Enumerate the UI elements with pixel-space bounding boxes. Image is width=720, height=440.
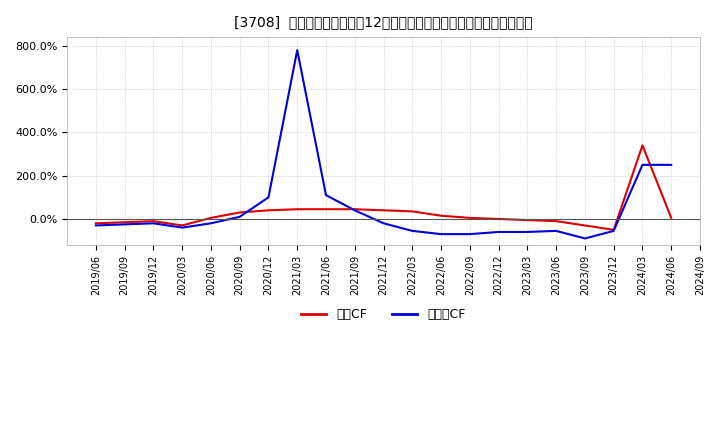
- 営業CF: [322, 207, 330, 212]
- 営業CF: [552, 219, 560, 224]
- 営業CF: [580, 223, 589, 228]
- フリーCF: [379, 221, 388, 226]
- フリーCF: [667, 162, 675, 168]
- 営業CF: [379, 208, 388, 213]
- 営業CF: [149, 219, 158, 224]
- 営業CF: [120, 220, 129, 225]
- 営業CF: [264, 208, 273, 213]
- 営業CF: [235, 210, 244, 215]
- フリーCF: [466, 231, 474, 237]
- フリーCF: [638, 162, 647, 168]
- Title: [3708]  キャッシュフローの12か月移動合計の対前年同期増減率の推移: [3708] キャッシュフローの12か月移動合計の対前年同期増減率の推移: [234, 15, 533, 29]
- 営業CF: [207, 215, 215, 220]
- フリーCF: [523, 229, 531, 235]
- フリーCF: [408, 228, 417, 234]
- 営業CF: [609, 227, 618, 232]
- フリーCF: [178, 225, 186, 230]
- 営業CF: [91, 221, 100, 226]
- フリーCF: [207, 221, 215, 226]
- 営業CF: [408, 209, 417, 214]
- フリーCF: [351, 208, 359, 213]
- フリーCF: [149, 221, 158, 226]
- 営業CF: [523, 217, 531, 223]
- フリーCF: [322, 193, 330, 198]
- フリーCF: [495, 229, 503, 235]
- Line: 営業CF: 営業CF: [96, 145, 671, 230]
- フリーCF: [264, 194, 273, 200]
- Legend: 営業CF, フリーCF: 営業CF, フリーCF: [297, 303, 471, 326]
- 営業CF: [638, 143, 647, 148]
- フリーCF: [235, 214, 244, 220]
- フリーCF: [437, 231, 446, 237]
- フリーCF: [91, 223, 100, 228]
- フリーCF: [552, 228, 560, 234]
- 営業CF: [495, 216, 503, 222]
- Line: フリーCF: フリーCF: [96, 50, 671, 238]
- フリーCF: [609, 228, 618, 234]
- 営業CF: [351, 207, 359, 212]
- 営業CF: [466, 215, 474, 220]
- フリーCF: [120, 222, 129, 227]
- フリーCF: [293, 48, 302, 53]
- 営業CF: [667, 215, 675, 220]
- 営業CF: [293, 207, 302, 212]
- フリーCF: [580, 236, 589, 241]
- 営業CF: [178, 223, 186, 228]
- 営業CF: [437, 213, 446, 218]
